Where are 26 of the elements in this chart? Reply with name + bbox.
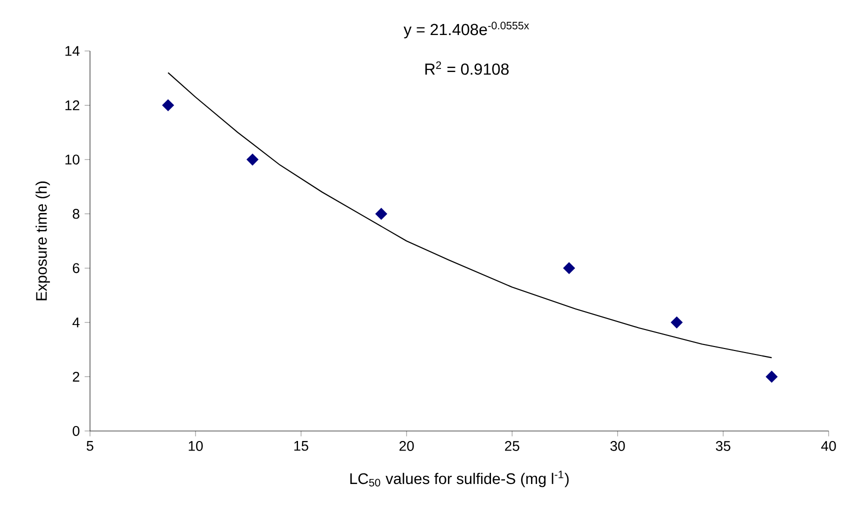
point — [766, 370, 778, 383]
y-tick-label: 12 — [65, 100, 80, 110]
x-axis-title: LC$_{50}$ values for sulfide-S (mg l$^{-1}$) — [350, 470, 569, 488]
text: y = 21.408e$^{-0.0555x}$ — [404, 22, 530, 38]
x-tick-label: 30 — [610, 441, 625, 451]
y-axis-title: Exposure time (h) — [36, 181, 50, 300]
x-tick-label: 40 — [821, 441, 836, 451]
point — [162, 99, 174, 112]
y-tick-label: 10 — [65, 154, 80, 165]
y-tick-label: 8 — [72, 208, 80, 219]
y-tick-label: 6 — [72, 263, 80, 274]
x-tick-label: 5 — [86, 441, 94, 451]
point — [563, 262, 576, 274]
y-tick-label: 0 — [72, 426, 80, 436]
point — [246, 154, 258, 166]
y-tick-label: 2 — [72, 372, 80, 382]
y-tick-label: 4 — [72, 318, 80, 328]
annotation: R$^{2}$ = 0.9108 — [425, 61, 509, 75]
x-tick-label: 25 — [505, 441, 520, 451]
x-tick-label: 15 — [294, 441, 308, 451]
y-tick-label: 14 — [65, 46, 80, 56]
x-tick-label: 20 — [400, 441, 414, 451]
point — [375, 208, 388, 220]
point — [670, 316, 683, 328]
x-tick-label: 10 — [188, 441, 203, 451]
x-tick-label: 35 — [716, 441, 730, 451]
